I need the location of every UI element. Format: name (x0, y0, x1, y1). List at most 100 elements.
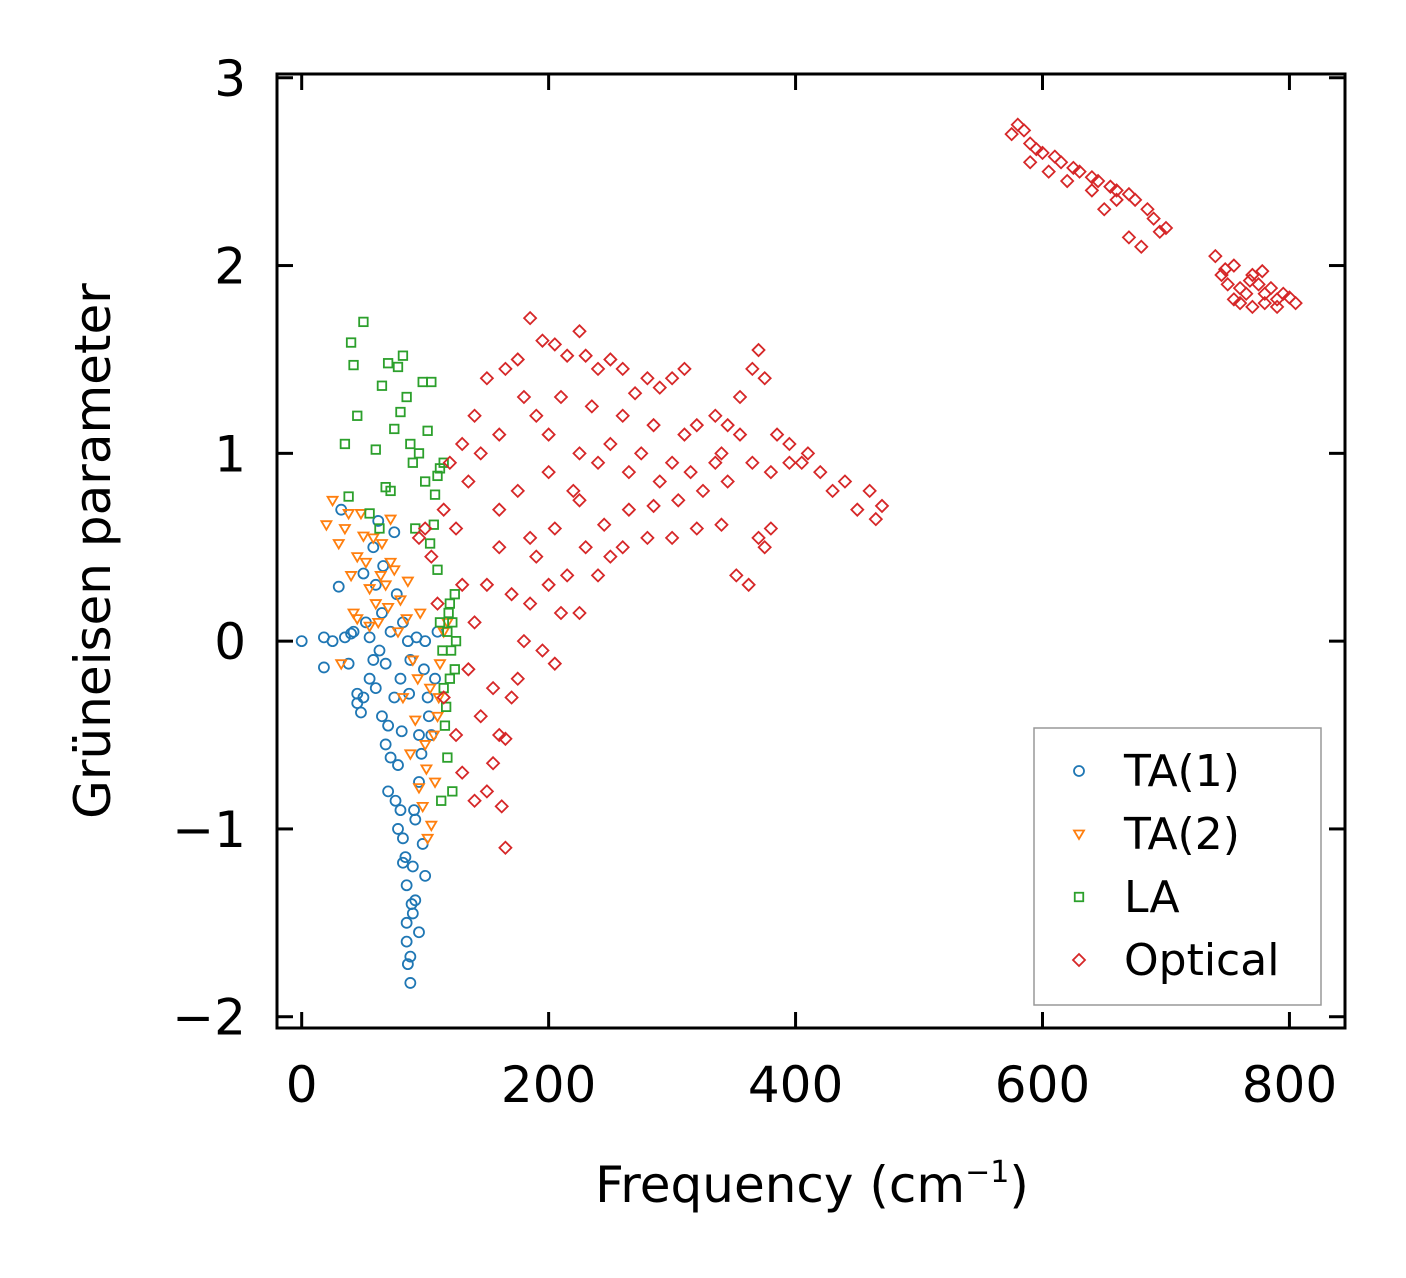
data-point (1288, 295, 1303, 311)
data-point (325, 495, 340, 508)
data-point (427, 730, 441, 742)
legend-entry: Optical (1071, 935, 1279, 986)
data-point (430, 596, 445, 611)
data-point (603, 436, 618, 452)
data-point (498, 731, 513, 747)
data-point (359, 557, 373, 570)
data-point (729, 568, 744, 583)
data-point (408, 804, 420, 817)
data-point (379, 657, 392, 670)
legend-entry: LA (1073, 872, 1180, 923)
data-point (1047, 149, 1063, 164)
data-point (689, 417, 705, 433)
data-point (382, 358, 394, 369)
data-point (1022, 136, 1038, 151)
legend: TA(1) TA(2) LA Optical (1033, 727, 1322, 1006)
legend-label: TA(1) (1123, 746, 1240, 797)
data-point (757, 370, 772, 386)
data-point (379, 738, 392, 751)
data-point (357, 567, 370, 580)
data-point (376, 380, 388, 391)
data-point (454, 765, 470, 780)
series-ta-2 (319, 495, 454, 846)
data-point (417, 521, 433, 536)
data-points (295, 117, 1303, 989)
data-point (434, 463, 446, 474)
data-point (825, 483, 840, 499)
data-point (572, 324, 587, 339)
data-point (491, 539, 507, 555)
data-point (419, 869, 432, 882)
data-point (498, 840, 513, 855)
data-point (401, 958, 414, 971)
x-tick-label: 200 (501, 1056, 596, 1114)
data-point (769, 427, 785, 442)
data-point (491, 427, 507, 442)
data-point (377, 560, 390, 572)
data-point (708, 408, 723, 424)
data-point (295, 635, 308, 648)
data-point (541, 427, 556, 442)
data-point (352, 410, 363, 421)
data-point (439, 720, 451, 731)
data-point (396, 693, 410, 705)
data-point (590, 568, 606, 583)
data-point (363, 631, 376, 644)
data-point (1146, 211, 1161, 226)
data-point (498, 361, 513, 377)
data-point (590, 361, 606, 377)
data-point (454, 436, 470, 452)
data-point (436, 795, 447, 806)
data-point (350, 552, 364, 564)
data-point (516, 389, 532, 405)
data-point (405, 438, 416, 450)
data-point (516, 633, 532, 649)
data-point (461, 662, 476, 677)
data-point (812, 464, 828, 480)
data-point (494, 799, 509, 814)
data-point (1084, 183, 1100, 198)
data-point (447, 786, 458, 797)
data-point (345, 337, 357, 348)
data-point (1121, 186, 1137, 202)
data-point (444, 598, 456, 609)
data-point (420, 476, 431, 487)
data-point (479, 784, 495, 799)
data-point (369, 682, 382, 694)
data-point (874, 498, 890, 514)
data-point (584, 399, 600, 414)
data-point (343, 491, 354, 502)
y-tick-label: −2 (172, 989, 246, 1047)
data-point (428, 519, 439, 530)
data-point (338, 524, 352, 536)
legend-entry: TA(1) (1073, 746, 1240, 797)
data-point (522, 310, 538, 326)
data-point (479, 577, 495, 593)
data-point (1245, 299, 1260, 315)
data-point (430, 711, 445, 724)
data-point (646, 498, 661, 514)
data-point (1059, 173, 1075, 189)
data-point (479, 370, 495, 386)
y-tick-label: −1 (172, 801, 246, 859)
data-point (413, 776, 425, 788)
data-point (432, 470, 443, 482)
data-point (708, 455, 723, 471)
data-point (413, 448, 425, 459)
data-point (720, 417, 735, 433)
data-point (603, 549, 618, 564)
data-point (862, 483, 877, 499)
series-optical (411, 117, 1303, 855)
data-point (1127, 192, 1143, 208)
data-point (374, 571, 388, 583)
data-point (418, 663, 430, 676)
data-point (1214, 267, 1229, 283)
data-point (413, 729, 425, 741)
data-point (664, 530, 680, 546)
data-point (1242, 273, 1258, 288)
data-point (357, 691, 370, 704)
data-point (433, 659, 447, 671)
data-point (354, 509, 368, 521)
data-point (395, 406, 406, 418)
